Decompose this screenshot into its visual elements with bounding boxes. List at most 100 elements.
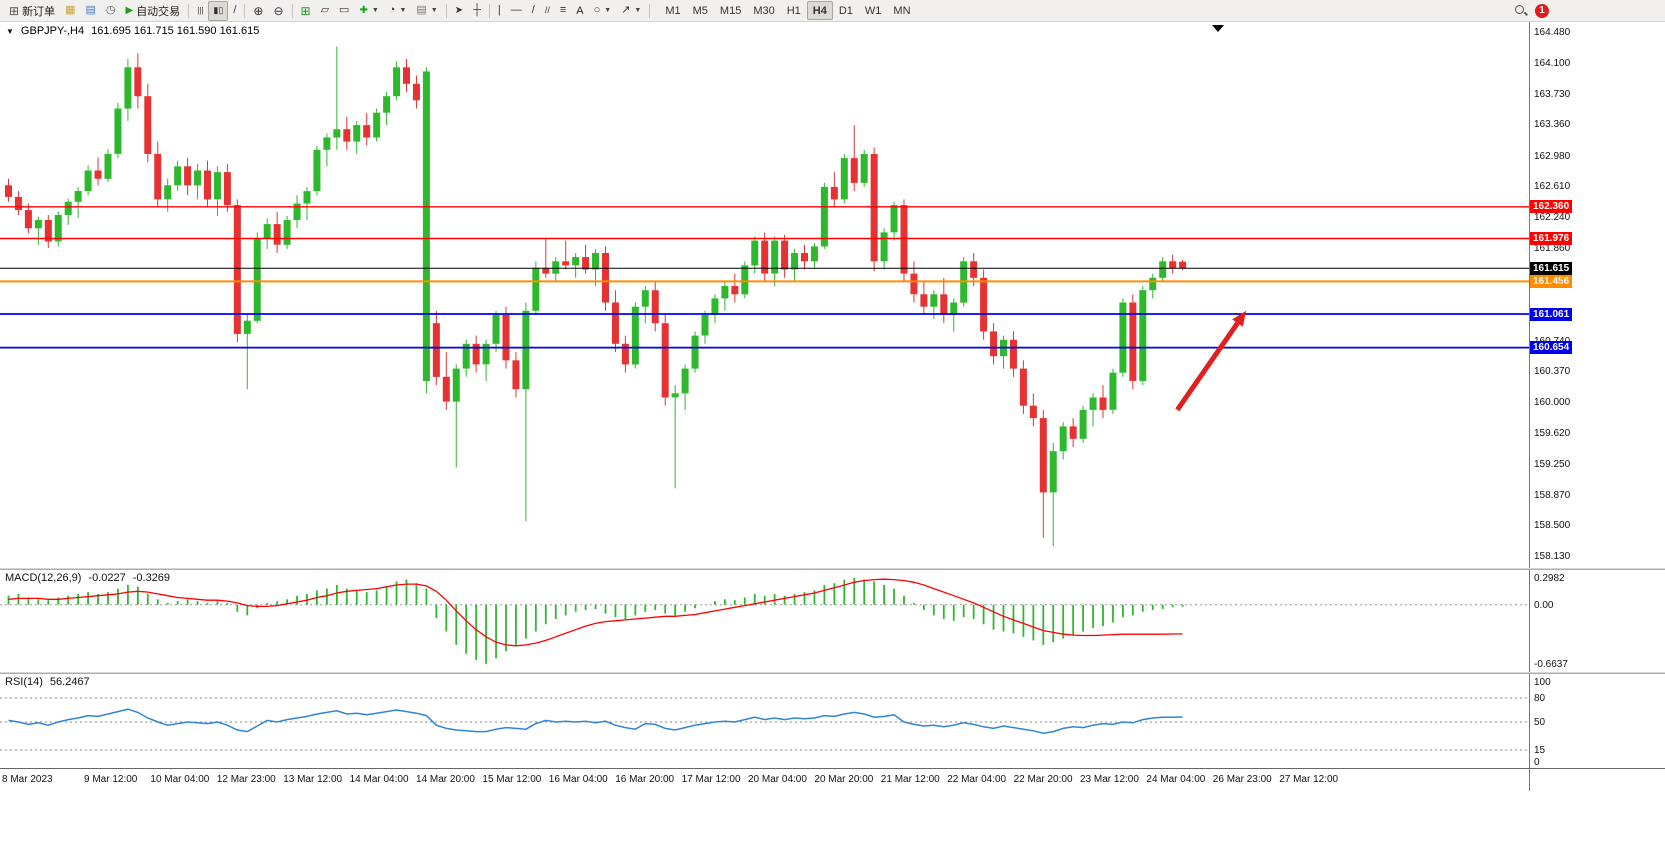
period-button[interactable]: ◔ ▼ xyxy=(384,1,412,21)
vertical-line-tool-button[interactable]: | xyxy=(493,1,506,21)
rsi-axis-label: 15 xyxy=(1534,745,1546,756)
one-click-trading-toggle[interactable]: ▼ xyxy=(6,26,14,36)
macd-axis-label: -0.6637 xyxy=(1534,659,1568,670)
auto-trading-button[interactable]: ▶ 自动交易 xyxy=(120,1,185,21)
toolbar-separator xyxy=(244,3,246,18)
price-tag-161.615: 161.615 xyxy=(1530,261,1573,275)
time-axis-label: 26 Mar 23:00 xyxy=(1212,774,1272,785)
rsi-axis[interactable]: 100 80 50 15 0 xyxy=(1529,674,1665,768)
toolbar: ⊞ 新订单 ▦ ▤ ◷ ▶ 自动交易 ||| ▮▯ / ⊕ ⊖ ⊞ ▱ ▭ ✚ ▼ ◔ ▼ ▤ ▼ ➤ ┼ | — ///≡ A ○ ▼… xyxy=(0,0,1665,22)
candlestick-mode-button[interactable]: ▮▯ xyxy=(208,0,229,21)
tester-icon: ◷ xyxy=(105,4,116,16)
fibonacci-tool-button[interactable]: ≡ xyxy=(555,1,571,21)
timeframe-m5[interactable]: M5 xyxy=(692,4,708,17)
arrows-tool-button[interactable]: ↗ ▼ xyxy=(616,1,646,21)
open-chart-button[interactable]: ▦ xyxy=(60,1,80,21)
indicators-button[interactable]: ✚ ▼ xyxy=(354,1,383,21)
channel-icon: // xyxy=(544,5,550,15)
new-order-button[interactable]: ⊞ 新订单 xyxy=(4,1,60,21)
zoom-in-button[interactable]: ⊕ xyxy=(248,1,268,21)
timeframe-h1[interactable]: H1 xyxy=(786,4,801,17)
cascade-windows-button[interactable]: ▱ xyxy=(316,1,334,21)
strategy-tester-button[interactable]: ◷ xyxy=(101,1,121,21)
hline-icon: — xyxy=(510,4,522,16)
search-icon[interactable] xyxy=(1514,4,1527,17)
shapes-tool-button[interactable]: ○ ▼ xyxy=(589,1,617,21)
timeframe-mn[interactable]: MN xyxy=(893,4,911,17)
window-filler xyxy=(0,791,1665,841)
timeframe-w1[interactable]: W1 xyxy=(864,4,882,17)
macd-signal-value: -0.3269 xyxy=(132,572,171,584)
time-axis-label: 16 Mar 20:00 xyxy=(615,774,675,785)
bar-chart-mode-button[interactable]: ||| xyxy=(192,1,208,21)
time-axis[interactable]: 8 Mar 2023 9 Mar 12:00 10 Mar 04:00 12 Mar … xyxy=(0,768,1665,792)
price-axis-label: 161.860 xyxy=(1534,243,1571,255)
panel-splitter[interactable] xyxy=(0,672,1665,674)
price-axis-label: 163.360 xyxy=(1534,119,1571,131)
timeframe-h4[interactable]: H4 xyxy=(806,1,833,20)
time-axis-label: 20 Mar 20:00 xyxy=(814,774,874,785)
rsi-chart[interactable] xyxy=(0,674,1529,768)
macd-axis[interactable]: 0.2982 0.00 -0.6637 xyxy=(1529,570,1665,672)
price-axis[interactable]: 164.480 164.100 163.730 163.360 162.980 162.6… xyxy=(1529,22,1665,568)
time-axis-label: 12 Mar 23:00 xyxy=(216,774,276,785)
time-axis-label: 10 Mar 04:00 xyxy=(150,774,210,785)
timeframe-group: M1 M5 M15 M30 H1 H4 D1 W1 MN xyxy=(659,1,916,20)
chart-shift-marker-icon[interactable] xyxy=(1212,25,1224,32)
time-axis-label: 16 Mar 04:00 xyxy=(548,774,608,785)
indicators-icon: ✚ xyxy=(359,4,368,16)
candlestick-chart[interactable] xyxy=(0,22,1529,568)
axis-corner xyxy=(1529,769,1665,792)
profiles-icon: ▤ xyxy=(85,4,96,16)
macd-axis-label: 0.00 xyxy=(1534,599,1554,611)
main-chart-canvas[interactable]: ▼ GBPJPY-,H4 161.695 161.715 161.590 161… xyxy=(0,22,1529,568)
channel-tool-button[interactable]: // xyxy=(540,1,555,21)
timeframe-m30[interactable]: M30 xyxy=(753,4,775,17)
panel-splitter[interactable] xyxy=(0,568,1665,570)
trend-arrow-head xyxy=(1232,310,1247,327)
macd-chart[interactable] xyxy=(0,570,1529,672)
new-order-icon: ⊞ xyxy=(9,3,20,18)
timeframe-d1[interactable]: D1 xyxy=(838,4,853,17)
dropdown-caret-icon: ▼ xyxy=(399,7,407,14)
timeframe-m1[interactable]: M1 xyxy=(665,4,681,17)
time-axis-label: 15 Mar 12:00 xyxy=(482,774,542,785)
arrange-windows-button[interactable]: ▭ xyxy=(334,1,354,21)
zoom-out-button[interactable]: ⊖ xyxy=(268,1,288,21)
zoom-in-icon: ⊕ xyxy=(253,3,264,18)
horizontal-line-tool-button[interactable]: — xyxy=(506,1,527,21)
tile-windows-button[interactable]: ⊞ xyxy=(296,1,316,21)
rsi-panel-canvas[interactable]: RSI(14) 56.2467 xyxy=(0,674,1529,768)
template-icon: ▤ xyxy=(416,4,427,16)
line-chart-mode-button[interactable]: / xyxy=(228,1,241,21)
profiles-button[interactable]: ▤ xyxy=(80,1,100,21)
cursor-tool-button[interactable]: ➤ xyxy=(450,1,468,21)
toolbar-separator xyxy=(488,3,490,18)
dropdown-caret-icon: ▼ xyxy=(430,7,438,14)
trendline-tool-button[interactable]: / xyxy=(527,1,540,21)
notification-badge[interactable]: 1 xyxy=(1535,3,1549,18)
chart-window-icon: ▦ xyxy=(65,4,76,16)
time-axis-label: 13 Mar 12:00 xyxy=(283,774,343,785)
toolbar-left-group: ⊞ 新订单 ▦ ▤ ◷ ▶ 自动交易 ||| ▮▯ / ⊕ ⊖ ⊞ ▱ ▭ ✚ ▼ ◔ ▼ ▤ ▼ ➤ ┼ | — ///≡ A ○ ▼… xyxy=(4,0,653,21)
macd-axis-label: 0.2982 xyxy=(1534,573,1565,584)
macd-panel-canvas[interactable]: MACD(12,26,9) -0.0227 -0.3269 xyxy=(0,570,1529,672)
dropdown-caret-icon: ▼ xyxy=(371,7,379,14)
trend-arrow-annotation[interactable] xyxy=(1175,321,1240,412)
rsi-label: RSI(14) xyxy=(5,676,43,688)
text-tool-button-label: A xyxy=(576,4,584,17)
crosshair-tool-button[interactable]: ┼ xyxy=(468,1,486,21)
price-tag-162.360: 162.360 xyxy=(1530,200,1573,214)
templates-button[interactable]: ▤ ▼ xyxy=(411,1,442,21)
price-axis-label: 164.480 xyxy=(1534,26,1571,38)
text-tool-button[interactable]: A xyxy=(571,1,588,21)
fibo-icon: ≡ xyxy=(559,4,567,16)
timeframe-m15[interactable]: M15 xyxy=(719,4,742,17)
crosshair-icon: ┼ xyxy=(473,4,481,16)
price-axis-label: 158.500 xyxy=(1534,520,1571,532)
price-axis-label: 162.610 xyxy=(1534,181,1571,193)
arrange-icon: ▭ xyxy=(339,4,350,16)
price-tag-161.456: 161.456 xyxy=(1530,274,1573,288)
price-axis-label: 162.240 xyxy=(1534,211,1571,223)
